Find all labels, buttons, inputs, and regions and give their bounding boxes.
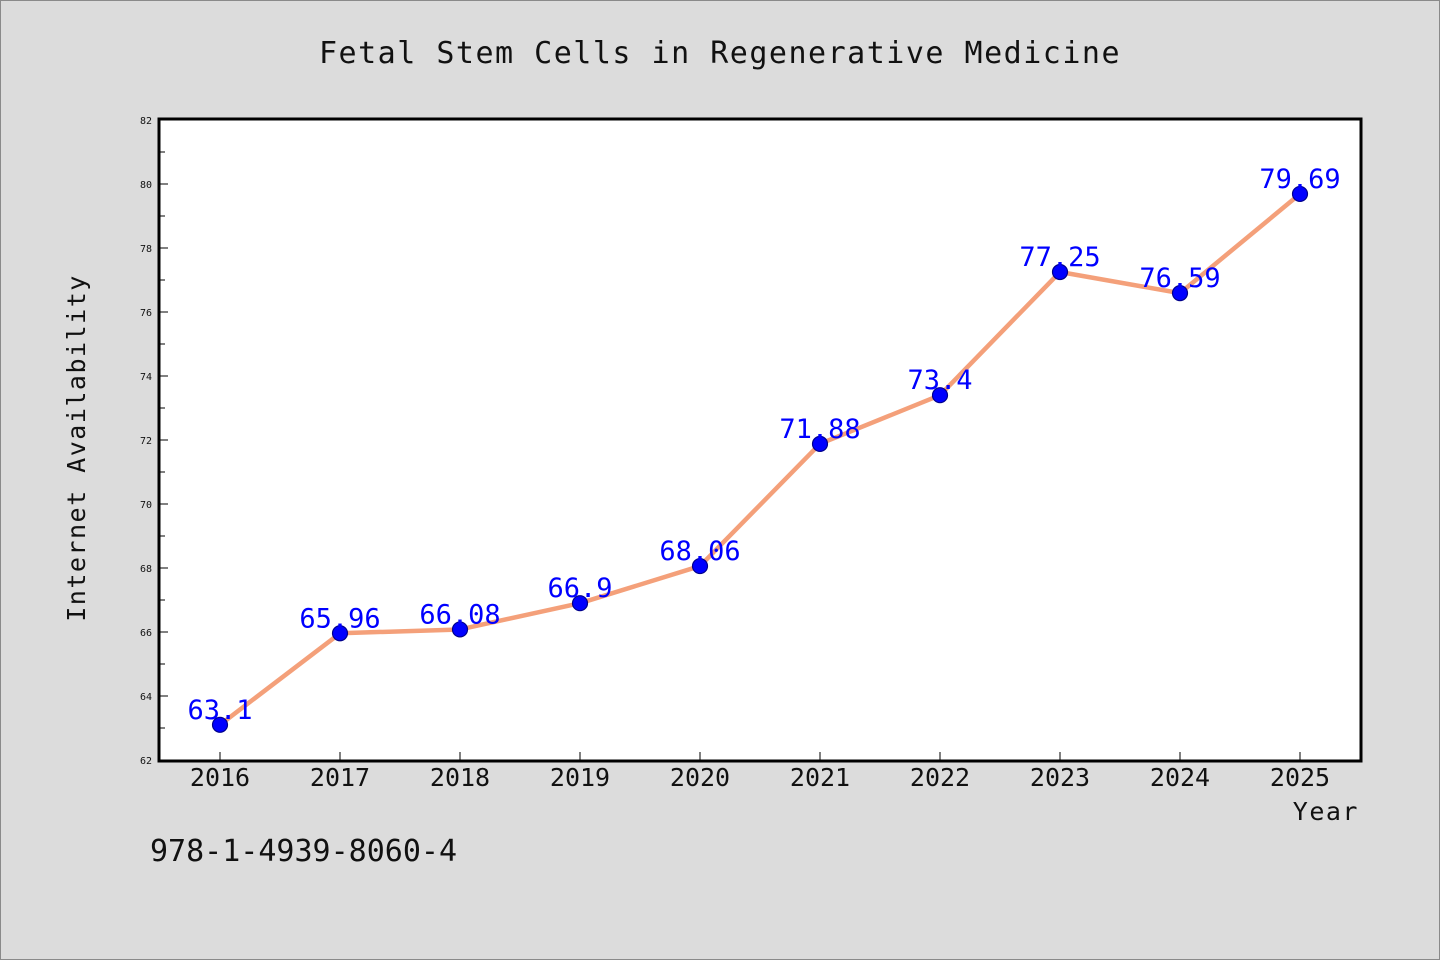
data-label: 73.4: [907, 365, 972, 396]
x-tick-label: 2022: [910, 763, 970, 792]
y-tick-label: 72: [140, 436, 152, 447]
data-point: [211, 716, 229, 733]
x-tick-label: 2023: [1030, 763, 1090, 792]
data-label: 68.06: [659, 536, 740, 567]
data-point: [811, 435, 829, 452]
x-axis: 2016 2017 2018 2019 2020 2021 2022 2023 2024 2025: [190, 752, 1330, 792]
x-tick-label: 2021: [790, 763, 850, 792]
x-tick-label: 2020: [670, 763, 730, 792]
data-point: [571, 595, 589, 612]
chart-title: Fetal Stem Cells in Regenerative Medicin…: [319, 36, 1121, 71]
y-tick-label: 74: [140, 372, 152, 383]
data-label: 66.9: [547, 573, 612, 604]
x-tick-label: 2017: [310, 763, 370, 792]
y-tick-label: 82: [140, 116, 152, 127]
data-label: 77.25: [1019, 242, 1100, 273]
data-point: [331, 625, 349, 642]
data-point: [1051, 263, 1069, 281]
y-tick-label: 64: [140, 692, 152, 703]
x-tick-label: 2025: [1270, 763, 1330, 792]
x-tick-label: 2016: [190, 763, 250, 792]
data-point: [1291, 185, 1309, 203]
x-axis-label: Year: [1293, 797, 1359, 826]
y-tick-label: 70: [140, 500, 152, 511]
x-tick-label: 2024: [1150, 763, 1210, 792]
data-point: [931, 387, 949, 404]
isbn-text: 978-1-4939-8060-4: [150, 834, 458, 869]
series-line: [217, 191, 1303, 728]
y-tick-label: 62: [140, 756, 152, 767]
data-point: [451, 621, 469, 638]
y-tick-label: 80: [140, 180, 152, 191]
data-markers: [211, 185, 1309, 733]
data-label: 63.1: [187, 695, 252, 726]
y-tick-label: 78: [140, 244, 152, 255]
data-point: [691, 557, 709, 575]
data-labels: 63.1 65.96 66.08 66.9 68.06 71.88 73.4 77.25 76.…: [187, 164, 1340, 726]
data-label: 76.59: [1139, 263, 1220, 294]
data-label: 66.08: [419, 599, 500, 630]
data-label: 65.96: [299, 603, 380, 634]
data-point: [1171, 285, 1189, 302]
y-tick-label: 66: [140, 628, 152, 639]
x-tick-label: 2018: [430, 763, 490, 792]
y-axis-label: Internet Availability: [62, 274, 91, 622]
data-label: 79.69: [1259, 164, 1340, 195]
plot-area: [157, 117, 1363, 763]
x-tick-label: 2019: [550, 763, 610, 792]
y-tick-label: 76: [140, 308, 152, 319]
y-tick-label: 68: [140, 564, 152, 575]
y-axis: 62 64 66 68 70 72 74 76 78 80 82: [140, 116, 168, 767]
data-label: 71.88: [779, 414, 860, 445]
